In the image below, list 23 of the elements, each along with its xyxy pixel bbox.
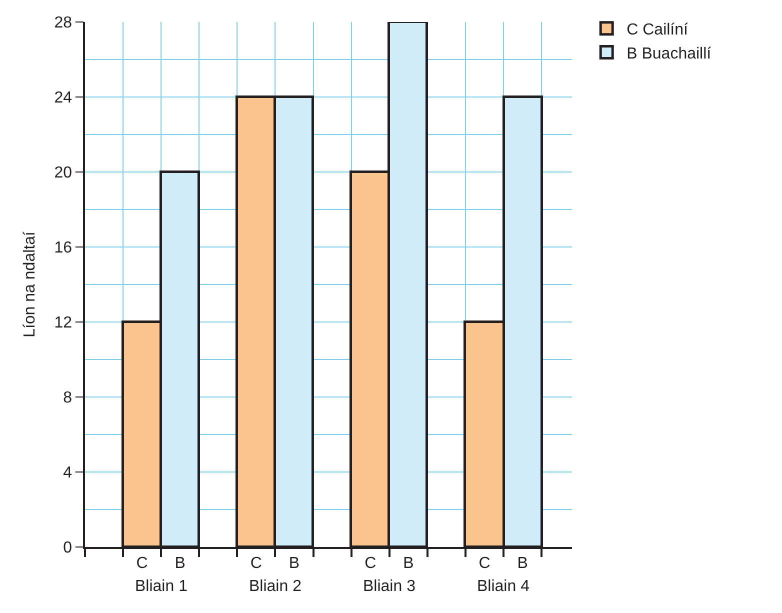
text: C: [364, 554, 376, 572]
y-tick-label: 24: [54, 90, 72, 107]
text: B: [517, 554, 528, 572]
x-tick-label: Bliain 2: [249, 578, 302, 595]
y-tick-label: 8: [63, 390, 72, 407]
y-tick-label: 12: [54, 314, 72, 332]
text: B: [174, 554, 186, 572]
text: B: [403, 554, 414, 572]
legend-label: B Buachaillí: [626, 45, 712, 62]
y-tick-label: 28: [54, 14, 72, 32]
x-tick-label: Bliain 3: [363, 578, 416, 595]
text: B: [288, 554, 300, 572]
text: C: [478, 554, 490, 572]
text: C: [136, 554, 148, 572]
y-tick-label: 4: [63, 464, 72, 482]
y-tick-label: 0: [63, 540, 72, 557]
y-tick-label: 16: [54, 240, 72, 257]
legend-label: C Cailíní: [626, 22, 689, 39]
x-tick-label: Bliain 4: [477, 578, 530, 595]
y-tick-label: 20: [54, 164, 72, 182]
x-tick-label: Bliain 1: [135, 578, 188, 595]
text: C: [250, 554, 262, 572]
y-axis-title: Líon na ndaltaí: [22, 231, 39, 338]
